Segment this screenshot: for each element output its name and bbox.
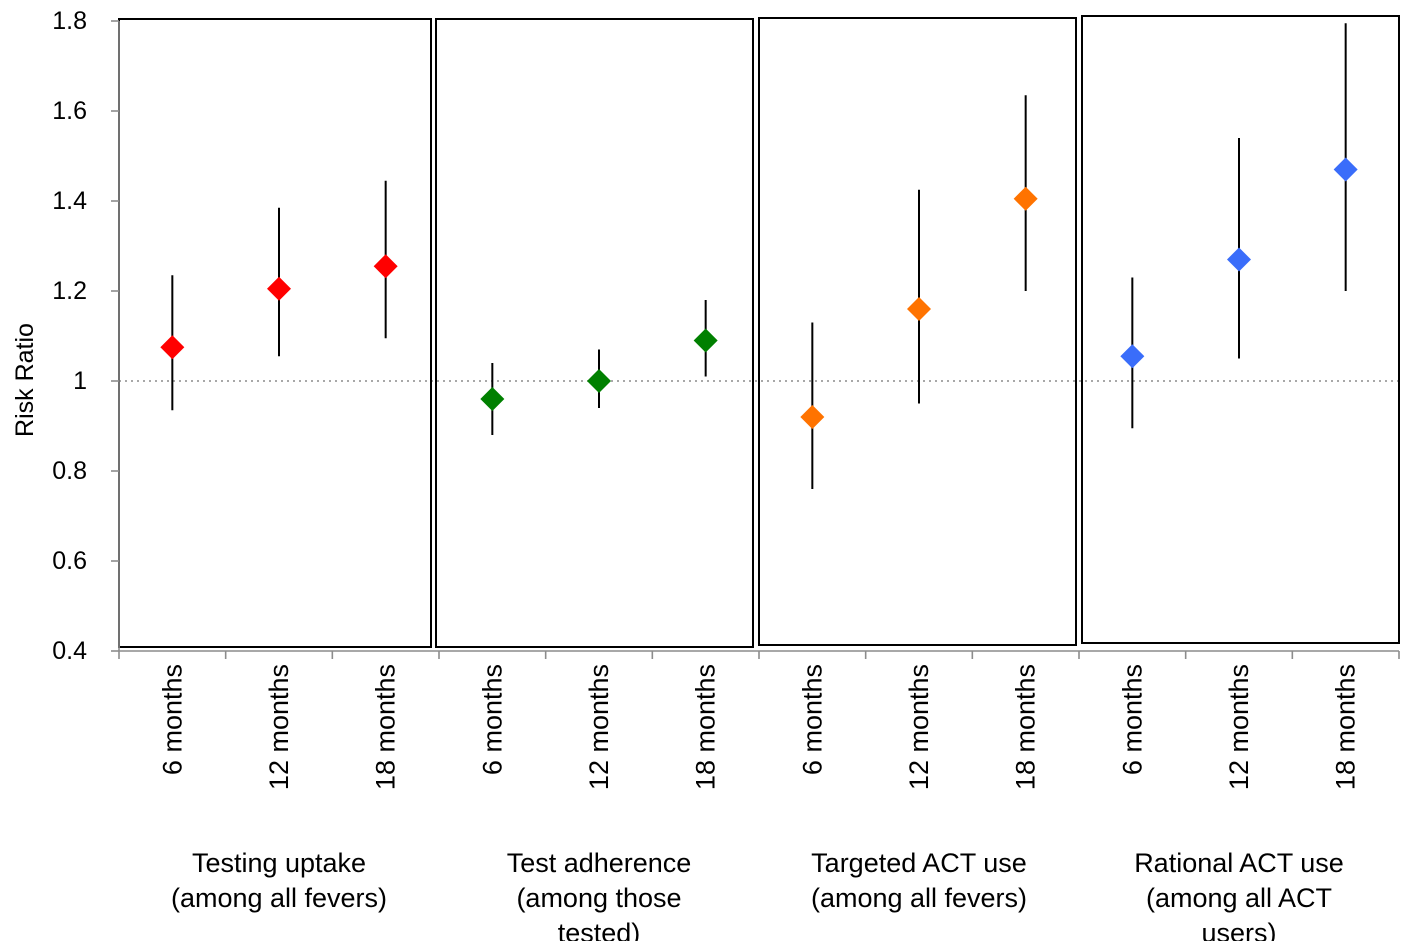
group-label: Testing uptake xyxy=(192,848,366,878)
data-point xyxy=(693,328,718,353)
data-point xyxy=(1333,157,1358,182)
panel-frame-2 xyxy=(435,18,754,648)
data-point xyxy=(1013,186,1038,211)
group-label: users) xyxy=(1201,918,1276,941)
panel-frame-4 xyxy=(1081,15,1400,644)
data-point xyxy=(800,405,825,429)
group-label: Test adherence xyxy=(507,848,692,878)
group-label: (among all fevers) xyxy=(811,883,1027,913)
x-tick-label: 6 months xyxy=(477,664,507,775)
y-tick-label: 1.8 xyxy=(52,7,87,35)
y-tick-label: 1.6 xyxy=(52,97,87,125)
data-point xyxy=(160,335,185,360)
group-label: Targeted ACT use xyxy=(811,848,1027,878)
x-tick-label: 18 months xyxy=(1331,664,1361,790)
data-point xyxy=(907,297,931,321)
data-point xyxy=(480,387,505,411)
panel-frame-3 xyxy=(758,17,1077,646)
y-tick-label: 1 xyxy=(73,367,87,395)
group-label: (among all fevers) xyxy=(171,883,387,913)
x-tick-label: 12 months xyxy=(264,664,294,790)
data-point xyxy=(267,276,291,301)
group-label: (among all ACT xyxy=(1146,883,1332,913)
panel-frame-1 xyxy=(118,18,432,648)
data-point xyxy=(587,369,611,393)
x-tick-label: 18 months xyxy=(691,664,721,790)
y-tick-label: 0.8 xyxy=(52,457,87,485)
group-label: Rational ACT use xyxy=(1134,848,1344,878)
x-tick-label: 6 months xyxy=(157,664,187,775)
data-point xyxy=(1120,344,1145,369)
x-tick-label: 6 months xyxy=(797,664,827,775)
y-tick-label: 0.6 xyxy=(52,547,87,575)
x-tick-label: 18 months xyxy=(1011,664,1041,790)
y-axis-title: Risk Ratio xyxy=(11,323,39,437)
y-tick-label: 0.4 xyxy=(52,637,87,665)
y-tick-label: 1.2 xyxy=(52,277,87,305)
x-tick-label: 12 months xyxy=(584,664,614,790)
data-point xyxy=(373,254,398,279)
group-label: (among those xyxy=(516,883,681,913)
x-tick-label: 6 months xyxy=(1117,664,1147,775)
x-tick-label: 18 months xyxy=(371,664,401,790)
data-point xyxy=(1227,247,1251,272)
group-label: tested) xyxy=(558,918,641,941)
x-tick-label: 12 months xyxy=(904,664,934,790)
y-tick-label: 1.4 xyxy=(52,187,87,215)
x-tick-label: 12 months xyxy=(1224,664,1254,790)
